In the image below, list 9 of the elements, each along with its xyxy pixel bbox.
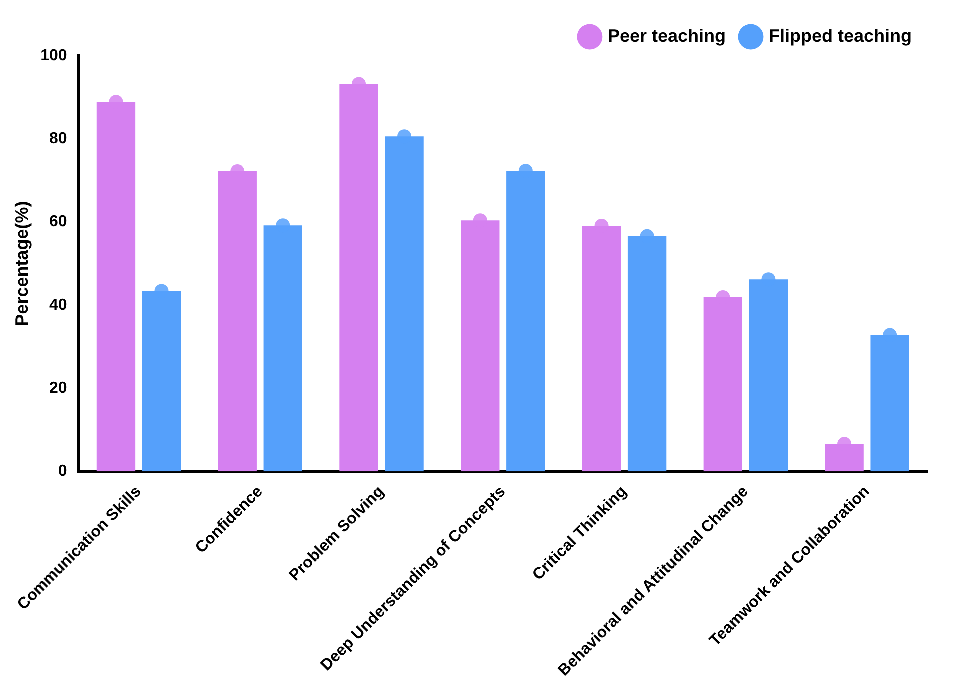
y-tick-label: 0 <box>58 463 68 480</box>
y-tick-label: 20 <box>50 380 68 397</box>
legend-label: Flipped teaching <box>768 26 912 46</box>
y-tick-label: 60 <box>50 214 68 231</box>
y-tick-label: 40 <box>50 296 68 314</box>
legend-label: Peer teaching <box>608 26 726 46</box>
y-axis-title: Percentage(%) <box>12 201 32 326</box>
y-tick-label: 80 <box>50 130 68 148</box>
y-tick-label: 100 <box>40 47 68 64</box>
